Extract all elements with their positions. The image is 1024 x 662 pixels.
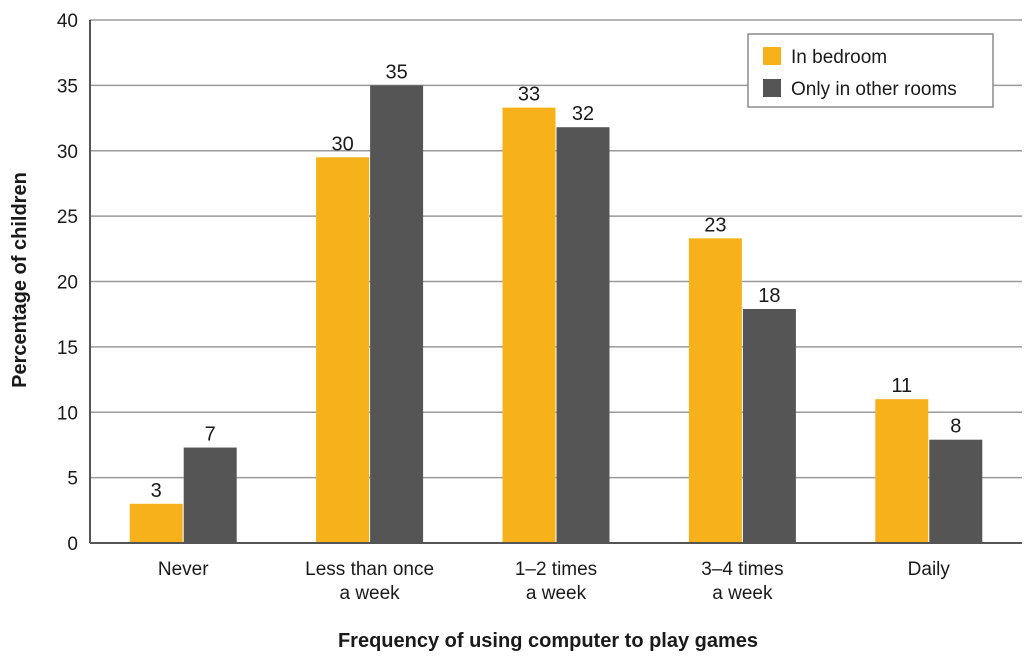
- bar-in-bedroom-daily: [875, 399, 929, 543]
- y-tick-label-35: 35: [57, 76, 78, 97]
- bar-in-bedroom-less-than-once-a-week: [316, 157, 370, 543]
- legend: In bedroom Only in other rooms: [747, 33, 994, 108]
- legend-label-only-in-other-rooms: Only in other rooms: [791, 79, 957, 100]
- bar-only-in-other-rooms-never: [183, 447, 237, 543]
- legend-box: [747, 33, 994, 108]
- labels: 0 5 10 15 20 25 30 35 40 3 7 Never 30 35 Less than onc…: [57, 11, 962, 604]
- data-label-only-in-other-rooms-3-4-times-a-week: 18: [758, 285, 780, 307]
- legend-label-in-bedroom: In bedroom: [791, 47, 887, 68]
- y-axis-title: Percentage of children: [9, 172, 31, 388]
- x-tick-label-never: Never: [158, 559, 209, 580]
- y-tick-label-25: 25: [57, 207, 78, 228]
- axes: [89, 20, 1022, 544]
- data-label-in-bedroom-3-4-times-a-week: 23: [704, 214, 726, 236]
- bar-in-bedroom-3-4-times-a-week: [688, 238, 742, 544]
- x-tick-label-3-4-times-a-week: 3–4 times a week: [701, 559, 783, 604]
- data-label-in-bedroom-1-2-times-a-week: 33: [518, 84, 540, 106]
- bar-in-bedroom-1-2-times-a-week: [502, 107, 556, 543]
- x-tick-label-less-than-once-a-week: Less than once a week: [305, 559, 434, 604]
- bar-in-bedroom-never: [129, 503, 183, 543]
- y-tick-label-40: 40: [57, 11, 78, 32]
- data-label-only-in-other-rooms-never: 7: [205, 424, 216, 446]
- data-label-in-bedroom-less-than-once-a-week: 30: [331, 133, 353, 155]
- y-tick-label-30: 30: [57, 142, 78, 163]
- data-label-in-bedroom-daily: 11: [891, 375, 912, 397]
- legend-swatch-only-in-other-rooms: [763, 79, 781, 97]
- bar-only-in-other-rooms-daily: [929, 439, 983, 543]
- y-tick-label-10: 10: [57, 403, 78, 424]
- x-axis-title: Frequency of using computer to play game…: [338, 630, 758, 652]
- data-label-only-in-other-rooms-daily: 8: [950, 416, 961, 438]
- x-tick-label-daily: Daily: [908, 559, 951, 580]
- y-tick-label-5: 5: [67, 469, 78, 490]
- data-label-in-bedroom-never: 3: [151, 480, 162, 502]
- gridlines: [90, 19, 1022, 479]
- bar-only-in-other-rooms-less-than-once-a-week: [370, 85, 424, 543]
- y-tick-label-15: 15: [57, 338, 78, 359]
- y-tick-label-0: 0: [67, 534, 78, 555]
- bar-only-in-other-rooms-3-4-times-a-week: [742, 308, 796, 543]
- bar-only-in-other-rooms-1-2-times-a-week: [556, 127, 610, 543]
- x-tick-label-1-2-times-a-week: 1–2 times a week: [515, 559, 597, 604]
- y-tick-label-20: 20: [57, 273, 78, 294]
- legend-swatch-in-bedroom: [763, 47, 781, 65]
- data-label-only-in-other-rooms-less-than-once-a-week: 35: [385, 61, 407, 83]
- data-label-only-in-other-rooms-1-2-times-a-week: 32: [572, 103, 594, 125]
- bars: [129, 85, 983, 544]
